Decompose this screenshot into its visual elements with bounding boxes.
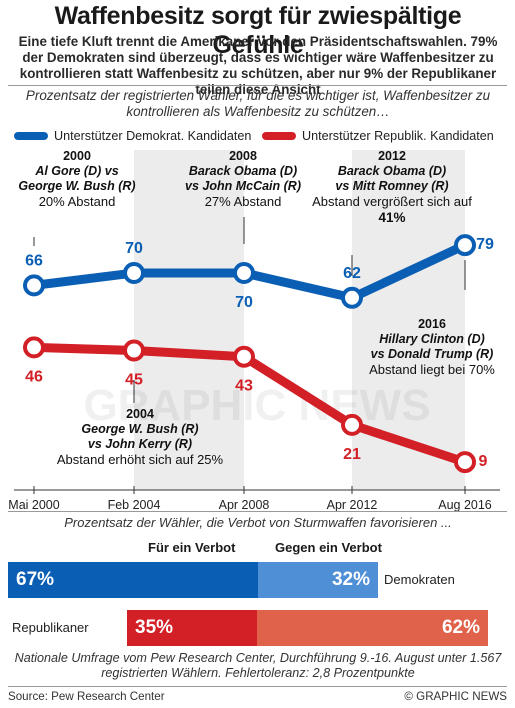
annotation-matchup: George W. Bush (R): [18, 179, 135, 193]
bar-rep-against: 62%: [257, 610, 488, 646]
poll-caption: Prozentsatz der Wähler, die Verbot von S…: [64, 515, 452, 530]
data-point: [341, 286, 363, 309]
annotation-year: 2004: [126, 407, 154, 421]
bar-dem-against: 32%: [258, 562, 378, 598]
x-tick-label: Apr 2012: [327, 498, 378, 512]
divider: [8, 85, 507, 86]
data-point: [23, 336, 45, 359]
annotation-year: 2008: [229, 149, 257, 163]
annotation-matchup: Hillary Clinton (D): [379, 332, 485, 346]
line-chart: GRAPHIC NEWS Mai 2000 Feb 2004 Apr 2008 Apr …: [8, 149, 500, 512]
annotation-gap: 20% Abstand: [39, 194, 116, 209]
annotation-matchup: Al Gore (D) vs: [34, 164, 118, 178]
credit: © GRAPHIC NEWS: [404, 690, 507, 703]
chart-caption: Prozentsatz der registrierten Wähler, fü…: [25, 88, 491, 119]
annotation-year: 2012: [378, 149, 406, 163]
value-label: 35%: [135, 617, 174, 638]
annotation-matchup: George W. Bush (R): [81, 422, 198, 436]
data-point: [454, 451, 476, 474]
data-label: 46: [25, 368, 43, 385]
header-against-ban: Gegen ein Verbot: [275, 540, 382, 555]
data-point: [123, 262, 145, 284]
period-band: [134, 150, 244, 490]
row-label-rep: Republikaner: [12, 620, 89, 635]
data-label: 79: [476, 236, 494, 253]
header-for-ban: Für ein Verbot: [148, 540, 236, 555]
data-label: 66: [25, 252, 43, 269]
annotation-matchup: Barack Obama (D): [189, 164, 297, 178]
annotation-gap: Abstand liegt bei 70%: [369, 362, 495, 377]
annotation-matchup: vs John McCain (R): [185, 179, 301, 193]
divider: [8, 686, 507, 687]
annotation-matchup: Barack Obama (D): [338, 164, 446, 178]
legend-label-rep: Unterstützer Republik. Kandidaten: [302, 129, 494, 143]
x-tick-label: Mai 2000: [8, 498, 59, 512]
data-point: [23, 274, 45, 297]
footnote: Nationale Umfrage vom Pew Research Cente…: [14, 651, 502, 680]
watermark: GRAPHIC NEWS: [83, 381, 430, 430]
x-tick-label: Aug 2016: [438, 498, 492, 512]
legend-swatch-dem: [14, 132, 48, 140]
data-label: 70: [125, 240, 143, 257]
annotation-gap: Abstand erhöht sich auf 25%: [57, 452, 224, 467]
page-title: Waffenbesitz sorgt für zwiespältige Gefü…: [54, 2, 462, 59]
value-label: 32%: [331, 569, 370, 590]
data-label: 70: [235, 294, 253, 311]
source-note: Source: Pew Research Center: [8, 690, 165, 703]
data-label: 9: [479, 453, 488, 470]
x-tick-label: Feb 2004: [108, 498, 161, 512]
data-point: [233, 262, 255, 284]
legend-rep: Unterstützer Republik. Kandidaten: [262, 129, 494, 143]
value-label: 67%: [16, 569, 55, 590]
legend-dem: Unterstützer Demokrat. Kandidaten: [14, 129, 251, 143]
row-label-dem: Demokraten: [384, 572, 455, 587]
annotation-gap-value: 41%: [378, 210, 405, 225]
value-label: 62%: [441, 617, 480, 638]
annotation-matchup: vs Mitt Romney (R): [335, 179, 448, 193]
data-point: [123, 339, 145, 362]
data-label: 43: [235, 378, 253, 395]
annotation-matchup: vs Donald Trump (R): [371, 347, 494, 361]
bar-rep-for: 35%: [127, 610, 257, 646]
annotation-gap: 27% Abstand: [205, 194, 282, 209]
data-point: [341, 413, 363, 436]
data-label: 21: [343, 446, 361, 463]
bar-dem-for: 67%: [8, 562, 258, 598]
annotation-gap: Abstand vergrößert sich auf: [312, 194, 472, 209]
annotation-year: 2016: [418, 317, 446, 331]
legend-swatch-rep: [262, 132, 296, 140]
x-tick-label: Apr 2008: [219, 498, 270, 512]
data-point: [454, 234, 476, 257]
legend-label-dem: Unterstützer Demokrat. Kandidaten: [54, 129, 252, 143]
divider: [8, 511, 507, 512]
data-point: [233, 345, 255, 368]
subtitle: Eine tiefe Kluft trennt die Amerikaner v…: [18, 34, 498, 97]
annotation-matchup: vs John Kerry (R): [88, 437, 192, 451]
annotation-year: 2000: [63, 149, 91, 163]
